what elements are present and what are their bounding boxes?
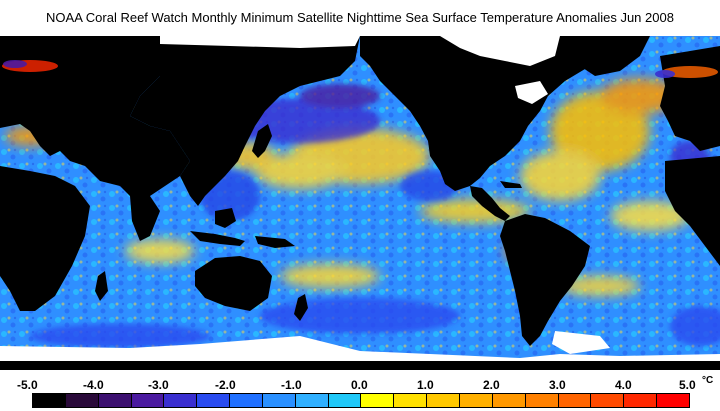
colorbar-swatch (459, 394, 493, 407)
land-new-zealand (294, 294, 308, 321)
ice-arctic-america (440, 36, 560, 66)
colorbar-swatch (624, 394, 658, 407)
colorbar-swatch (98, 394, 132, 407)
colorbar-swatch (361, 394, 395, 407)
colorbar-label: -2.0 (215, 378, 236, 392)
colorbar-swatch (427, 394, 460, 407)
colorbar-swatch (591, 394, 625, 407)
colorbar-label: 4.0 (615, 378, 632, 392)
colorbar-label: -3.0 (148, 378, 169, 392)
colorbar-label: -4.0 (83, 378, 104, 392)
colorbar-swatch (558, 394, 592, 407)
colorbar-label: -1.0 (281, 378, 302, 392)
land-caribbean (500, 181, 522, 188)
colorbar-label: 0.0 (351, 378, 368, 392)
colorbar-label: 3.0 (549, 378, 566, 392)
colorbar (32, 393, 690, 408)
colorbar-label: 2.0 (483, 378, 500, 392)
colorbar-swatch (525, 394, 559, 407)
land-north-america (360, 36, 620, 191)
sea-ice (0, 36, 720, 361)
colorbar-swatch (492, 394, 526, 407)
colorbar-swatch (197, 394, 231, 407)
land-borneo (215, 208, 236, 228)
ice-arctic-asia (160, 36, 360, 48)
ice-weddell (552, 331, 610, 354)
land-indonesia (190, 231, 245, 246)
map-title: NOAA Coral Reef Watch Monthly Minimum Sa… (46, 10, 674, 25)
land-africa (0, 166, 90, 311)
sst-anomaly-map (0, 36, 720, 370)
land-india (130, 196, 160, 241)
colorbar-labels: -5.0 -4.0 -3.0 -2.0 -1.0 0.0 1.0 2.0 3.0… (0, 375, 720, 392)
land-central-america (470, 186, 510, 221)
colorbar-swatch (33, 394, 66, 407)
land-japan (252, 124, 272, 158)
colorbar-swatch (131, 394, 165, 407)
land-africa-east (665, 156, 720, 266)
colorbar-swatch (230, 394, 263, 407)
land-south-america (500, 214, 590, 346)
arctic-anomalies (2, 60, 718, 78)
colorbar-swatch (262, 394, 296, 407)
ice-antarctic (0, 336, 720, 361)
land-new-guinea (255, 236, 295, 248)
land-madagascar (95, 271, 108, 301)
land-eurasia-west (0, 36, 190, 196)
colorbar-label: 5.0 (679, 378, 696, 392)
land-asia (130, 36, 360, 206)
land-greenland (560, 36, 650, 76)
colorbar-label: -5.0 (17, 378, 38, 392)
land-antarctica (0, 361, 720, 370)
colorbar-swatch (295, 394, 329, 407)
colorbar-swatch (65, 394, 99, 407)
colorbar-swatch (657, 394, 689, 407)
land-australia (195, 256, 272, 311)
colorbar-swatch (328, 394, 362, 407)
colorbar-label: 1.0 (417, 378, 434, 392)
colorbar-swatch (164, 394, 198, 407)
colorbar-swatch (394, 394, 428, 407)
colorbar-unit: °C (702, 375, 714, 386)
ice-hudson (515, 81, 548, 104)
